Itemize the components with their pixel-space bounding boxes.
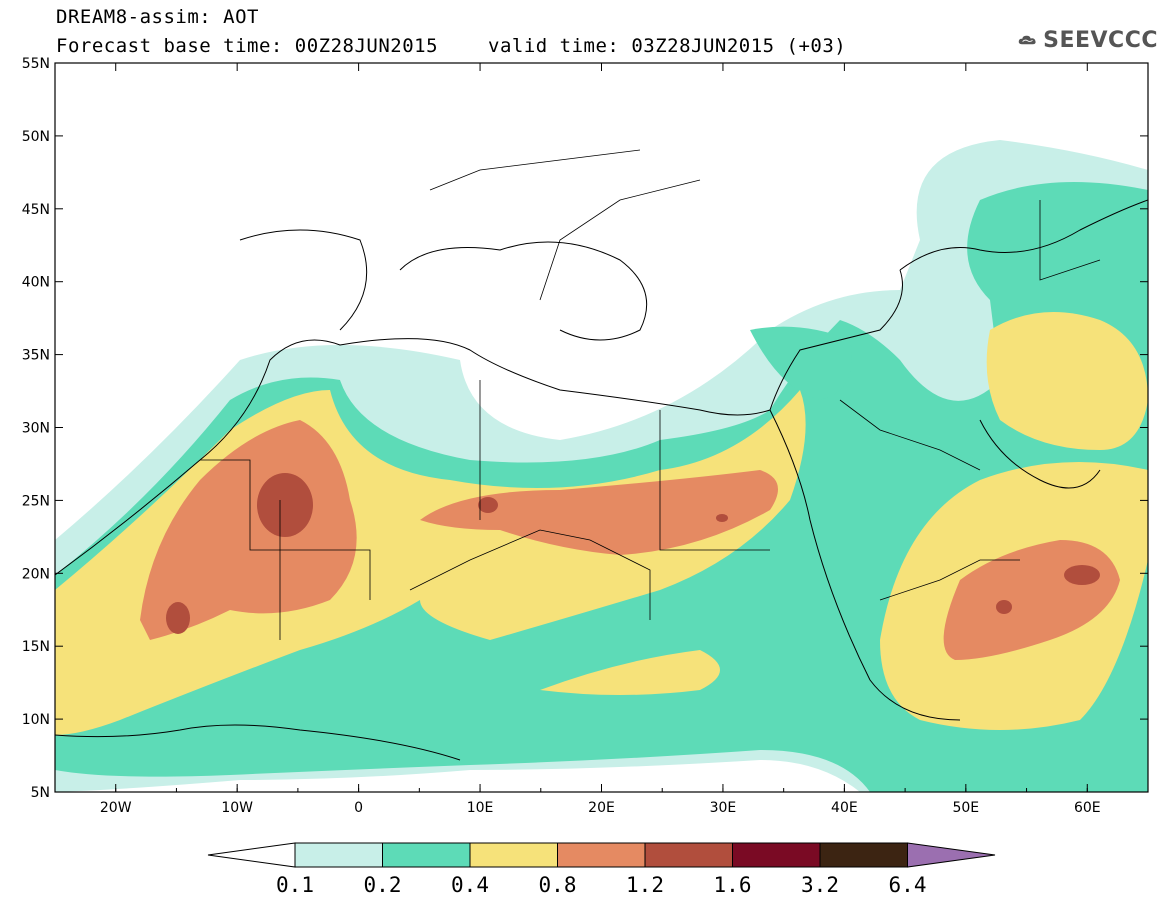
lat-tick-label: 35N xyxy=(22,348,50,364)
lat-tick-label: 45N xyxy=(22,202,50,218)
lon-tick-label: 20E xyxy=(588,800,615,816)
colorbar-label: 1.2 xyxy=(626,873,664,897)
logo-text: SEEVCCC xyxy=(1043,27,1158,53)
lat-tick-label: 15N xyxy=(22,639,50,655)
colorbar-label: 3.2 xyxy=(801,873,839,897)
colorbar-label: 6.4 xyxy=(889,873,927,897)
lat-tick-label: 10N xyxy=(22,712,50,728)
lat-tick-label: 5N xyxy=(31,785,50,801)
lon-tick-label: 50E xyxy=(952,800,979,816)
valid-time-label: valid time: 03Z28JUN2015 (+03) xyxy=(488,35,847,57)
colorbar-box xyxy=(732,842,821,868)
colorbar-box xyxy=(469,842,558,868)
lon-tick-label: 60E xyxy=(1074,800,1101,816)
lat-tick-label: 50N xyxy=(22,129,50,145)
lat-tick-label: 40N xyxy=(22,275,50,291)
colorbar-label: 0.8 xyxy=(539,873,577,897)
colorbar-label: 1.6 xyxy=(714,873,752,897)
lat-tick-label: 20N xyxy=(22,566,50,582)
colorbar-box xyxy=(382,842,471,868)
lon-tick-label: 0 xyxy=(354,800,363,816)
aot-field xyxy=(55,63,1148,792)
lat-tick-label: 55N xyxy=(22,56,50,72)
latitude-axis: 55N 50N 45N 40N 35N 30N 25N 20N 15N 10N 5N xyxy=(22,56,1148,801)
base-time-label: Forecast base time: 00Z28JUN2015 xyxy=(56,35,439,57)
lon-tick-label: 30E xyxy=(710,800,737,816)
colorbar-box xyxy=(819,842,908,868)
colorbar-box xyxy=(557,842,646,868)
seevccc-logo: SEEVCCC xyxy=(1018,20,1158,60)
colorbar-label: 0.2 xyxy=(364,873,402,897)
colorbar-boxes xyxy=(207,842,996,868)
aot-contour-1.2 xyxy=(166,473,1100,634)
lon-tick-label: 10W xyxy=(221,800,253,816)
lon-tick-label: 40E xyxy=(831,800,858,816)
colorbar-label: 0.1 xyxy=(276,873,314,897)
lon-tick-label: 10E xyxy=(467,800,494,816)
colorbar-label: 0.4 xyxy=(451,873,489,897)
colorbar-max-arrow xyxy=(907,842,996,868)
map-title: DREAM8-assim: AOT xyxy=(56,6,259,28)
country-borders xyxy=(200,149,1101,640)
colorbar-labels: 0.1 0.2 0.4 0.8 1.2 1.6 3.2 6.4 xyxy=(276,873,926,897)
colorbar-box xyxy=(294,842,383,868)
colorbar-min-arrow xyxy=(207,842,296,868)
lat-tick-label: 25N xyxy=(22,493,50,509)
lat-tick-label: 30N xyxy=(22,421,50,437)
cloud-icon xyxy=(1018,35,1036,45)
lon-tick-label: 20W xyxy=(100,800,132,816)
colorbar-box xyxy=(644,842,733,868)
longitude-axis: 20W 10W 0 10E 20E 30E 40E 50E 60E xyxy=(54,63,1149,816)
coastlines xyxy=(55,199,1148,761)
map-subtitle: Forecast base time: 00Z28JUN2015 valid ti… xyxy=(56,35,846,57)
